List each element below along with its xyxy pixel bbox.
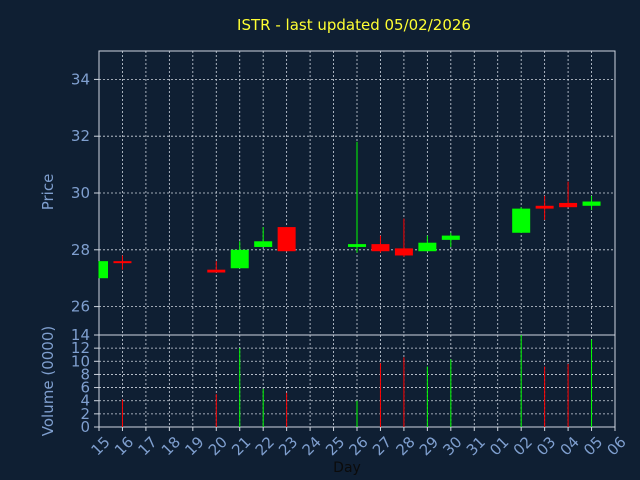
candle-body xyxy=(277,227,296,252)
chart-title: ISTR - last updated 05/02/2026 xyxy=(237,16,471,34)
volume-tick-label: 12 xyxy=(71,339,90,357)
volume-tick-label: 14 xyxy=(71,326,90,344)
x-tick-label: 24 xyxy=(299,433,325,459)
x-tick-label: 30 xyxy=(439,433,465,459)
chart-marks xyxy=(98,141,601,427)
x-tick-label: 05 xyxy=(580,433,606,459)
x-tick-label: 26 xyxy=(346,433,372,459)
x-tick-label: 16 xyxy=(111,433,137,459)
candle-body xyxy=(535,205,554,209)
candle-body xyxy=(371,244,390,252)
candle-body xyxy=(254,241,273,247)
volume-panel: 0246810121415161718192021222324252627282… xyxy=(71,326,630,459)
candle-body xyxy=(99,261,108,279)
volume-tick-label: 6 xyxy=(80,379,90,397)
x-tick-label: 21 xyxy=(228,433,254,459)
candle-body xyxy=(207,269,226,273)
price-tick-label: 32 xyxy=(71,127,90,145)
x-tick-label: 20 xyxy=(205,433,231,459)
x-tick-label: 22 xyxy=(252,433,278,459)
candle-body xyxy=(348,244,366,247)
volume-tick-label: 0 xyxy=(80,418,90,436)
volume-axis-label: Volume (0000) xyxy=(39,326,57,436)
x-tick-label: 19 xyxy=(181,433,207,459)
price-tick-label: 26 xyxy=(71,298,90,316)
x-axis-label: Day xyxy=(333,460,361,476)
x-tick-label: 27 xyxy=(369,433,395,459)
x-tick-label: 17 xyxy=(134,433,160,459)
candle-body xyxy=(441,235,460,240)
candle-body xyxy=(559,202,578,208)
price-panel: 26 28 30 32 34 xyxy=(71,50,616,336)
candle-body xyxy=(113,261,132,264)
x-tick-label: 29 xyxy=(416,433,442,459)
candle-body xyxy=(230,249,249,269)
candle-body xyxy=(512,208,531,233)
candle-body xyxy=(394,248,413,256)
candle-body xyxy=(582,201,601,206)
x-tick-label: 25 xyxy=(322,433,348,459)
x-tick-label: 01 xyxy=(486,433,512,459)
x-tick-label: 03 xyxy=(533,433,559,459)
price-tick-label: 30 xyxy=(71,184,90,202)
x-tick-label: 06 xyxy=(604,433,630,459)
x-tick-label: 18 xyxy=(158,433,184,459)
x-tick-label: 04 xyxy=(557,433,583,459)
price-tick-label: 34 xyxy=(71,70,90,88)
x-tick-label: 31 xyxy=(463,433,489,459)
x-tick-label: 23 xyxy=(275,433,301,459)
volume-tick-label: 4 xyxy=(80,392,90,410)
price-axis-label: Price xyxy=(39,174,57,211)
price-tick-label: 28 xyxy=(71,241,90,259)
volume-tick-label: 8 xyxy=(80,365,90,383)
volume-tick-label: 10 xyxy=(71,352,90,370)
volume-tick-label: 2 xyxy=(80,405,90,423)
x-tick-label: 15 xyxy=(88,433,114,459)
x-tick-label: 02 xyxy=(510,433,536,459)
candle-body xyxy=(418,242,437,252)
x-tick-label: 28 xyxy=(392,433,418,459)
